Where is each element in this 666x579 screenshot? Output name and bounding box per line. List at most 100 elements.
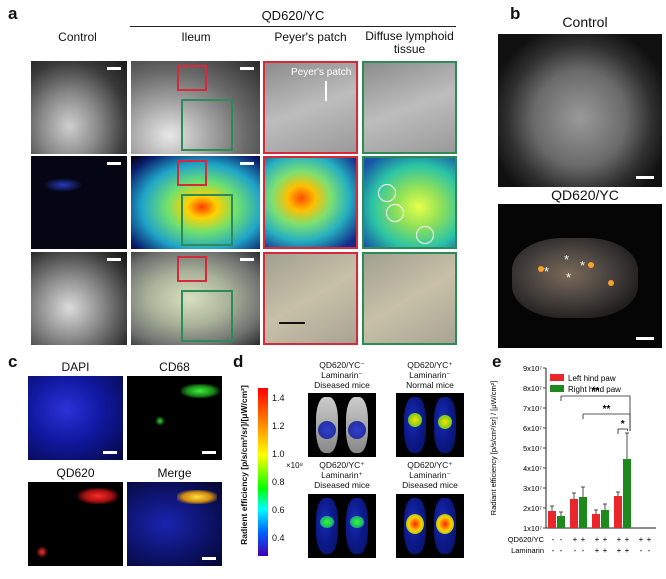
ileum-brightfield-image <box>131 61 260 154</box>
row-value: + <box>639 535 644 544</box>
dapi-image <box>28 376 123 460</box>
col-header-diffuse-lymphoid: Diffuse lymphoid tissue <box>365 29 454 56</box>
row-value: - <box>560 535 563 544</box>
row-value: + <box>625 546 630 555</box>
qd620-signal <box>78 488 118 504</box>
peyers-patch-box <box>177 256 207 282</box>
mouse-image-group3 <box>308 494 376 558</box>
y-tick-label: 1x10⁷ <box>523 524 542 533</box>
y-axis-title: Radiant efficiency [p/s/cm²/sr] / [μW/cm… <box>489 381 498 516</box>
ileum-overlay-image <box>131 252 260 345</box>
diffuse-lymphoid-brightfield-image <box>362 61 457 154</box>
mouse-image-group2 <box>396 393 464 457</box>
bar-chart: Radiant efficiency [p/s/cm²/sr] / [μW/cm… <box>489 364 656 555</box>
bar-right-hind-paw <box>557 516 565 528</box>
tissue-region <box>512 238 638 318</box>
row-value: + <box>595 535 600 544</box>
colorbar-axis-title-wrap: Radient efficiency [p/s/cm²/sr]/[μW/cm²] <box>236 378 252 558</box>
dapi-label: DAPI <box>61 360 90 374</box>
peyers-patch-annotation: Peyer's patch <box>291 67 352 78</box>
colorbar-tick: 0.4 <box>272 533 285 543</box>
significance-label: ** <box>592 386 600 397</box>
diffuse-tissue-box <box>181 290 233 342</box>
y-tick-label: 8x10⁷ <box>523 384 542 393</box>
fluorescence-blob <box>320 516 334 528</box>
group-title: QD620/YC⁻ Laminarin⁻ Diseased mice <box>314 360 370 390</box>
cd68-label: CD68 <box>159 360 190 374</box>
bar-right-hind-paw <box>601 510 609 528</box>
colorbar-exponent: ×10⁸ <box>286 461 303 470</box>
row-value: + <box>603 535 608 544</box>
row-label: QD620/YC <box>508 535 545 544</box>
col-header-ileum: Ileum <box>181 30 211 44</box>
asterisk-marker: * <box>544 264 550 279</box>
group-title: QD620/YC⁺ Laminarin⁻ Diseased mice <box>402 460 458 490</box>
y-tick-label: 5x10⁷ <box>523 444 542 453</box>
merge-label: Merge <box>157 466 192 480</box>
qd-spot <box>608 280 614 286</box>
scale-bar <box>107 162 121 165</box>
y-tick-label: 2x10⁷ <box>523 504 542 513</box>
row-value: + <box>573 535 578 544</box>
fluorescence-blob <box>318 421 336 439</box>
y-tick-label: 7x10⁷ <box>523 404 542 413</box>
panel-label-d: d <box>233 352 244 371</box>
significance-label: ** <box>603 404 611 415</box>
lymphoid-circle <box>378 184 396 202</box>
qd-spot <box>588 262 594 268</box>
fluorescence-blob <box>408 413 422 427</box>
mouse-image-group1 <box>308 393 376 457</box>
treated-whole-image: * * * * <box>498 204 662 348</box>
peyers-patch-box <box>177 65 207 91</box>
y-tick-label: 3x10⁷ <box>523 484 542 493</box>
legend-swatch <box>550 385 564 392</box>
scale-bar <box>202 557 216 560</box>
panel-label-b: b <box>510 4 521 23</box>
lymphoid-circle <box>416 226 434 244</box>
scale-bar <box>240 258 254 261</box>
peyers-patch-brightfield-image: Peyer's patch <box>263 61 358 154</box>
fluorescence-blob <box>436 514 454 534</box>
scale-bar <box>107 258 121 261</box>
diffuse-tissue-box <box>181 194 233 246</box>
peyers-patch-box <box>177 160 207 186</box>
control-label: Control <box>562 14 608 30</box>
colorbar-tick: 0.6 <box>272 505 285 515</box>
col-header-control: Control <box>58 30 97 44</box>
colorbar-tick: 1.2 <box>272 421 285 431</box>
control-brightfield-image <box>31 61 127 154</box>
panel-label-c: c <box>8 352 18 371</box>
asterisk-marker: * <box>566 270 572 285</box>
row-value: - <box>560 546 563 555</box>
row-value: + <box>581 535 586 544</box>
row-value: - <box>552 546 555 555</box>
ileum-fluorescence-image <box>131 156 260 249</box>
control-fluorescence-image <box>31 156 127 249</box>
scale-bar <box>103 451 117 454</box>
col-header-peyers-patch: Peyer's patch <box>274 30 347 44</box>
bar-left-hind-paw <box>614 496 622 528</box>
colorbar-tick: 0.8 <box>272 477 285 487</box>
mouse-image-group4 <box>396 494 464 558</box>
panel-label-a: a <box>8 4 18 23</box>
colorbar <box>258 388 268 556</box>
y-tick-label: 6x10⁷ <box>523 424 542 433</box>
row-value: + <box>625 535 630 544</box>
bar-right-hind-paw <box>579 497 587 528</box>
panel-label-e: e <box>492 352 502 371</box>
legend-label: Left hind paw <box>568 374 616 383</box>
qd620-image <box>28 482 123 566</box>
diffuse-tissue-box <box>181 99 233 151</box>
fluorescence-blob <box>350 516 364 528</box>
control-whole-image <box>498 34 662 187</box>
control-overlay-image <box>31 252 127 345</box>
bar-left-hind-paw <box>570 499 578 528</box>
lymphoid-circle <box>386 204 404 222</box>
row-label: Laminarin <box>511 546 544 555</box>
row-value: - <box>640 546 643 555</box>
colorbar-tick: 1.4 <box>272 393 285 403</box>
qd-spot <box>538 266 544 272</box>
legend-swatch <box>550 374 564 381</box>
scale-bar <box>107 67 121 70</box>
group-title-rule <box>130 26 456 27</box>
